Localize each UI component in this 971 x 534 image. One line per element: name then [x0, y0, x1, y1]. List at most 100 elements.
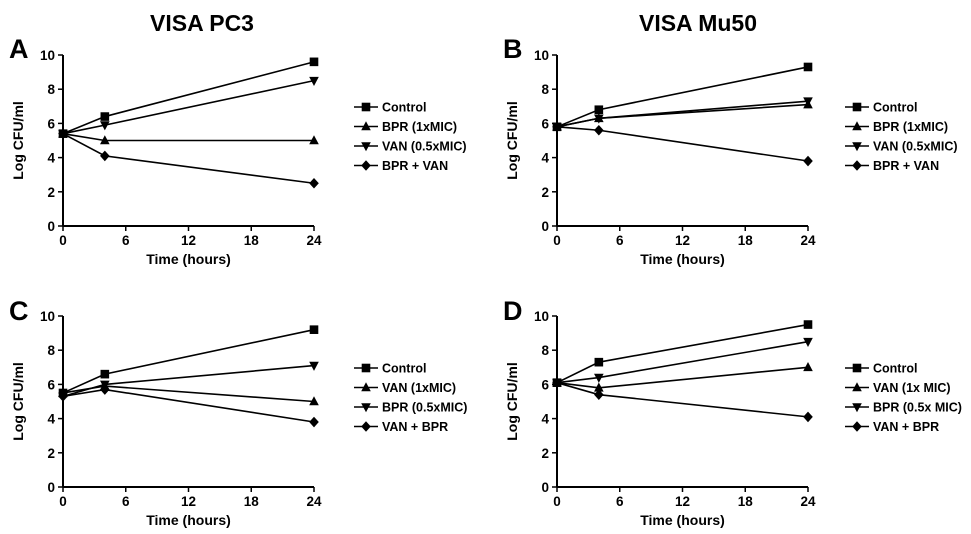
y-tick-label: 8 — [541, 82, 549, 97]
legend-marker — [361, 142, 371, 152]
y-tick-label: 6 — [47, 377, 55, 392]
data-point — [309, 177, 319, 189]
legend-marker — [361, 363, 371, 373]
data-point — [594, 357, 604, 367]
data-point — [803, 411, 813, 423]
legend-marker — [361, 102, 371, 112]
panel-letter: B — [503, 34, 523, 64]
data-point — [100, 150, 110, 162]
y-tick-label: 4 — [47, 412, 55, 427]
panel-letter: C — [9, 296, 29, 326]
legend-entry: BPR + VAN — [873, 159, 939, 173]
y-tick-label: 0 — [541, 219, 549, 234]
x-tick-label: 12 — [675, 494, 690, 509]
legend-entry: VAN (1x MIC) — [873, 381, 951, 395]
series-3 — [552, 121, 813, 167]
legend-entry: BPR + VAN — [382, 159, 448, 173]
series-line — [62, 61, 315, 135]
legend-marker — [361, 403, 371, 413]
y-tick-label: 10 — [534, 309, 549, 324]
series-2 — [58, 76, 319, 139]
column-title-pc3: VISA PC3 — [150, 10, 254, 36]
series-0 — [552, 62, 813, 132]
y-tick-label: 2 — [541, 185, 549, 200]
data-point — [552, 377, 562, 388]
x-tick-label: 6 — [122, 233, 130, 248]
legend-entry: BPR (0.5x MIC) — [873, 401, 962, 415]
x-axis-label: Time (hours) — [640, 251, 725, 267]
x-axis-label: Time (hours) — [146, 512, 231, 528]
panel-letter: A — [9, 34, 29, 64]
x-tick-label: 18 — [244, 494, 260, 509]
data-point — [594, 389, 604, 400]
x-tick-label: 18 — [244, 233, 260, 248]
legend: Control BPR (1xMIC) VAN (0.5xMIC) BPR + VAN — [845, 101, 958, 173]
y-tick-label: 6 — [541, 116, 549, 131]
data-point — [100, 384, 110, 395]
y-tick-label: 8 — [47, 82, 55, 97]
x-tick-label: 12 — [675, 233, 690, 248]
data-point — [309, 325, 319, 334]
data-point — [803, 337, 813, 347]
legend-entry: Control — [382, 362, 426, 376]
data-point — [309, 76, 319, 86]
legend-entry: BPR (1xMIC) — [873, 120, 948, 134]
x-tick-label: 6 — [122, 494, 130, 509]
data-point — [803, 155, 813, 167]
x-tick-label: 12 — [181, 494, 196, 509]
data-point — [594, 373, 604, 383]
legend-entry: Control — [873, 362, 917, 376]
legend-entry: VAN (0.5xMIC) — [873, 140, 958, 154]
y-tick-label: 2 — [541, 446, 549, 461]
series-0 — [552, 320, 813, 387]
data-point — [594, 105, 604, 115]
legend-entry: Control — [382, 101, 426, 115]
series-2 — [58, 361, 319, 402]
legend-entry: VAN + BPR — [382, 420, 448, 434]
data-point — [58, 128, 68, 139]
y-tick-label: 4 — [541, 151, 549, 166]
series-1 — [58, 128, 319, 145]
legend: Control BPR (1xMIC) VAN (0.5xMIC) BPR + VAN — [354, 101, 467, 173]
legend-marker — [852, 102, 862, 112]
x-axis-label: Time (hours) — [640, 512, 725, 528]
series-line — [62, 385, 315, 403]
y-tick-label: 6 — [47, 116, 55, 131]
x-axis-label: Time (hours) — [146, 251, 231, 267]
x-tick-label: 0 — [59, 494, 67, 509]
data-point — [100, 135, 110, 145]
x-tick-label: 6 — [616, 494, 624, 509]
x-tick-label: 24 — [800, 233, 816, 248]
legend: Control VAN (1x MIC) BPR (0.5x MIC) VAN + B… — [845, 362, 962, 434]
series-line — [556, 66, 809, 128]
data-point — [803, 62, 813, 72]
x-tick-label: 18 — [738, 233, 754, 248]
legend-entry: VAN (1xMIC) — [382, 381, 456, 395]
series-line — [556, 126, 809, 162]
y-axis-label: Log CFU/ml — [10, 362, 26, 441]
data-point — [309, 135, 319, 145]
y-tick-label: 10 — [40, 48, 55, 63]
y-tick-label: 4 — [541, 412, 549, 427]
data-point — [100, 121, 110, 131]
series-line — [62, 328, 315, 394]
column-title-mu50: VISA Mu50 — [639, 10, 757, 36]
y-tick-label: 4 — [47, 151, 55, 166]
legend-marker — [852, 363, 862, 373]
data-point — [594, 114, 604, 124]
series-line — [62, 388, 315, 423]
legend-entry: VAN + BPR — [873, 420, 939, 434]
series-line — [62, 132, 314, 142]
y-axis-label: Log CFU/ml — [504, 101, 520, 180]
y-tick-label: 10 — [40, 309, 55, 324]
y-tick-label: 0 — [47, 480, 55, 495]
data-point — [100, 369, 110, 379]
legend-marker — [361, 382, 371, 392]
y-tick-label: 2 — [47, 446, 55, 461]
data-point — [309, 396, 319, 406]
x-tick-label: 0 — [553, 494, 561, 509]
